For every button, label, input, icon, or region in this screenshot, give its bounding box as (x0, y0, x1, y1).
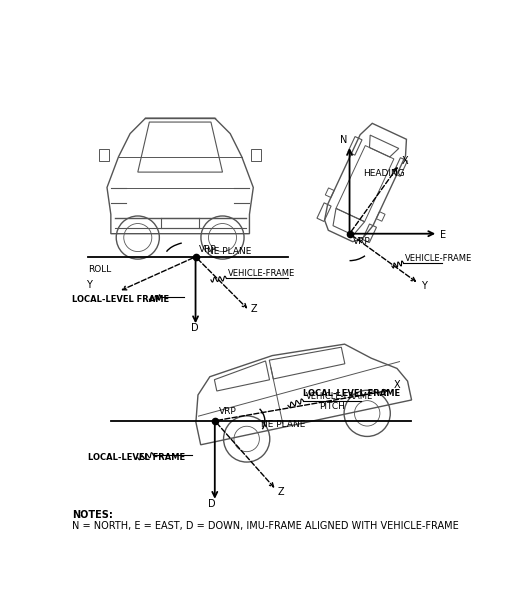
Text: Z: Z (251, 304, 258, 314)
Text: ROLL: ROLL (88, 265, 111, 274)
Text: NE PLANE: NE PLANE (261, 420, 305, 429)
Text: E: E (441, 230, 447, 240)
Text: Z: Z (278, 487, 284, 497)
Text: LOCAL-LEVEL FRAME: LOCAL-LEVEL FRAME (303, 389, 401, 398)
Text: N = NORTH, E = EAST, D = DOWN, IMU-FRAME ALIGNED WITH VEHICLE-FRAME: N = NORTH, E = EAST, D = DOWN, IMU-FRAME… (73, 521, 459, 530)
Text: VRP: VRP (199, 245, 216, 254)
Text: X: X (402, 157, 409, 166)
Text: D: D (191, 323, 199, 332)
Text: VEHICLE-FRAME: VEHICLE-FRAME (228, 269, 295, 278)
Text: NE PLANE: NE PLANE (207, 247, 251, 256)
Text: LOCAL-LEVEL FRAME: LOCAL-LEVEL FRAME (73, 295, 169, 304)
Text: PITCH: PITCH (319, 403, 345, 412)
Text: NOTES:: NOTES: (73, 510, 113, 520)
Text: VRP: VRP (353, 237, 371, 246)
Text: Y: Y (421, 281, 427, 291)
Text: D: D (208, 499, 215, 509)
Text: VEHICLE-FRAME: VEHICLE-FRAME (405, 254, 472, 263)
Text: LOCAL-LEVEL FRAME: LOCAL-LEVEL FRAME (88, 452, 185, 461)
Text: VEHICLE-FRAME: VEHICLE-FRAME (306, 392, 373, 401)
Text: N: N (340, 135, 347, 145)
Text: X: X (393, 380, 400, 391)
Text: Y: Y (86, 280, 92, 290)
Text: VRP: VRP (219, 407, 236, 416)
Text: HEADING: HEADING (364, 169, 405, 178)
